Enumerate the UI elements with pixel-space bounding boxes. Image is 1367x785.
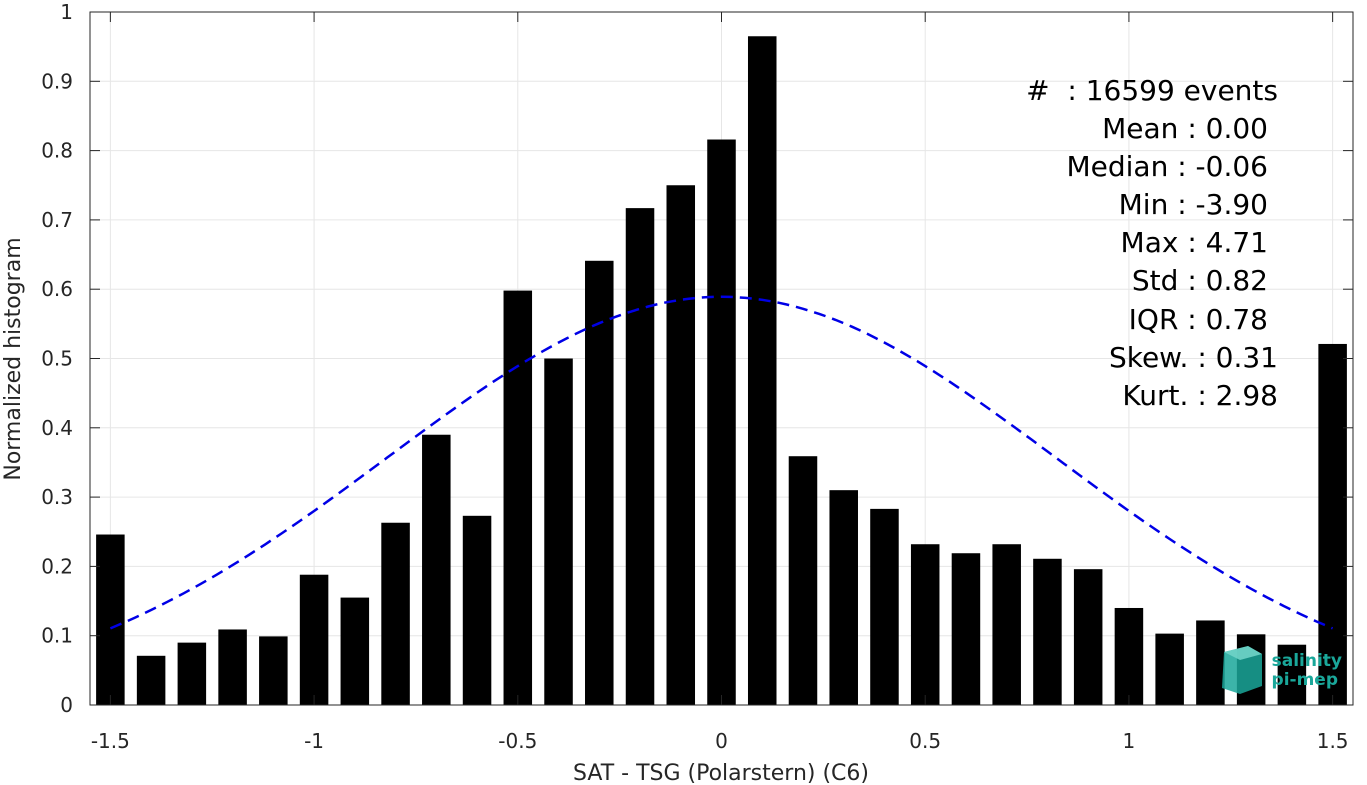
histogram-bar	[299, 574, 329, 705]
histogram-bar	[1114, 607, 1144, 705]
histogram-bar	[462, 515, 492, 705]
histogram-bar	[992, 544, 1021, 705]
y-tick-label: 0.5	[41, 347, 73, 371]
stats-iqr: IQR : 0.78	[1129, 303, 1268, 336]
x-tick-label: -0.5	[498, 729, 537, 753]
y-axis-label: Normalized histogram	[1, 237, 26, 480]
y-tick-label: 0.8	[41, 139, 73, 163]
stats-kurt: Kurt. : 2.98	[1122, 379, 1278, 412]
histogram-bar	[1318, 343, 1347, 705]
y-tick-label: 0.2	[41, 554, 73, 578]
histogram-bar	[544, 358, 573, 705]
stats-std: Std : 0.82	[1132, 264, 1268, 297]
stats-count: # : 16599 events	[1026, 74, 1278, 107]
stats-mean: Mean : 0.00	[1102, 112, 1268, 145]
x-tick-labels: -1.5 -1 -0.5 0 0.5 1 1.5	[91, 729, 1349, 753]
histogram-bar	[381, 522, 410, 705]
histogram-bar	[951, 553, 981, 705]
stats-median: Median : -0.06	[1066, 150, 1268, 183]
x-axis-label: SAT - TSG (Polarstern) (C6)	[573, 761, 869, 785]
histogram-bar	[747, 36, 777, 705]
histogram-bar	[340, 597, 370, 705]
x-tick-label: -1.5	[91, 729, 130, 753]
logo-text-line1: salinity	[1272, 651, 1342, 671]
logo-text-line2: pi-mep	[1272, 670, 1338, 690]
histogram-bar	[707, 139, 736, 706]
histogram-bar	[218, 629, 247, 705]
y-tick-label: 0.6	[41, 277, 73, 301]
x-tick-label: 0	[715, 729, 728, 753]
histogram-bar	[1155, 633, 1184, 705]
x-tick-label: 0.5	[909, 729, 941, 753]
stats-max: Max : 4.71	[1121, 226, 1268, 259]
stats-block: # : 16599 events Mean : 0.00 Median : -0…	[1026, 74, 1278, 412]
y-tick-label: 0.7	[41, 208, 73, 232]
x-tick-label: 1.5	[1317, 729, 1349, 753]
histogram-bar	[910, 544, 940, 705]
stats-skew: Skew. : 0.31	[1109, 341, 1278, 374]
histogram-bar	[625, 208, 655, 705]
y-tick-label: 0.1	[41, 624, 73, 648]
y-tick-label: 0.9	[41, 69, 73, 93]
y-tick-label: 0.3	[41, 485, 73, 509]
x-tick-label: -1	[304, 729, 324, 753]
axis-ticks	[90, 11, 1353, 706]
histogram-bar	[96, 534, 125, 705]
gaussian-fit-curve	[109, 295, 1334, 630]
histogram-bar	[177, 642, 207, 705]
histogram-bar	[1196, 620, 1225, 705]
logo-cube-icon	[1222, 646, 1262, 694]
histogram-bar	[136, 655, 166, 705]
histogram-bar	[666, 185, 696, 705]
histogram-bar	[585, 260, 614, 705]
stats-min: Min : -3.90	[1119, 188, 1268, 221]
x-tick-label: 1	[1123, 729, 1136, 753]
histogram-bar	[788, 456, 818, 705]
histogram-bars	[96, 36, 1347, 706]
histogram-bar	[829, 490, 858, 705]
y-tick-label: 0	[60, 693, 73, 717]
salinity-pimep-logo: salinity pi-mep	[1222, 646, 1342, 694]
histogram-bar	[870, 508, 899, 705]
histogram-bar	[1277, 644, 1307, 705]
histogram-bar	[1033, 558, 1062, 705]
histogram-bar	[259, 636, 288, 705]
histogram-bar	[1073, 569, 1103, 705]
histogram-bar	[422, 434, 451, 705]
y-tick-label: 1	[60, 0, 73, 24]
histogram-bar	[503, 290, 533, 705]
y-tick-labels: 0 0.1 0.2 0.3 0.4 0.5 0.6 0.7 0.8 0.9 1	[41, 0, 73, 717]
y-tick-label: 0.4	[41, 416, 73, 440]
